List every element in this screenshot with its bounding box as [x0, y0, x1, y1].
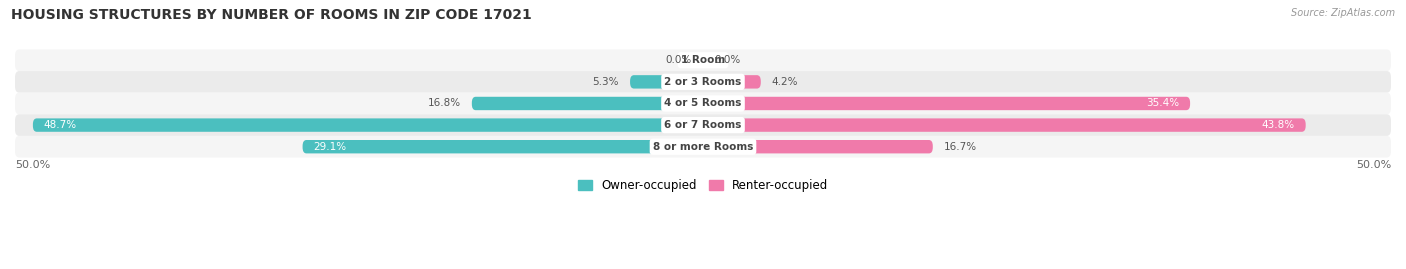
FancyBboxPatch shape: [15, 49, 1391, 71]
Text: 43.8%: 43.8%: [1261, 120, 1295, 130]
Text: 16.8%: 16.8%: [427, 98, 461, 108]
FancyBboxPatch shape: [703, 118, 1306, 132]
Legend: Owner-occupied, Renter-occupied: Owner-occupied, Renter-occupied: [572, 174, 834, 196]
Text: Source: ZipAtlas.com: Source: ZipAtlas.com: [1291, 8, 1395, 18]
Text: 0.0%: 0.0%: [714, 55, 740, 65]
Text: 0.0%: 0.0%: [666, 55, 692, 65]
Text: 4 or 5 Rooms: 4 or 5 Rooms: [664, 98, 742, 108]
FancyBboxPatch shape: [15, 71, 1391, 93]
Text: 16.7%: 16.7%: [943, 142, 977, 152]
Text: 6 or 7 Rooms: 6 or 7 Rooms: [664, 120, 742, 130]
Text: 2 or 3 Rooms: 2 or 3 Rooms: [665, 77, 741, 87]
FancyBboxPatch shape: [630, 75, 703, 89]
FancyBboxPatch shape: [703, 75, 761, 89]
FancyBboxPatch shape: [302, 140, 703, 153]
FancyBboxPatch shape: [472, 97, 703, 110]
FancyBboxPatch shape: [15, 136, 1391, 158]
Text: 35.4%: 35.4%: [1146, 98, 1180, 108]
Text: 1 Room: 1 Room: [681, 55, 725, 65]
Text: 50.0%: 50.0%: [15, 160, 51, 170]
FancyBboxPatch shape: [703, 97, 1189, 110]
FancyBboxPatch shape: [32, 118, 703, 132]
FancyBboxPatch shape: [15, 114, 1391, 136]
Text: 8 or more Rooms: 8 or more Rooms: [652, 142, 754, 152]
Text: 48.7%: 48.7%: [44, 120, 77, 130]
Text: 29.1%: 29.1%: [314, 142, 347, 152]
Text: 50.0%: 50.0%: [1355, 160, 1391, 170]
Text: HOUSING STRUCTURES BY NUMBER OF ROOMS IN ZIP CODE 17021: HOUSING STRUCTURES BY NUMBER OF ROOMS IN…: [11, 8, 531, 22]
FancyBboxPatch shape: [703, 140, 932, 153]
Text: 4.2%: 4.2%: [772, 77, 799, 87]
Text: 5.3%: 5.3%: [592, 77, 619, 87]
FancyBboxPatch shape: [15, 93, 1391, 114]
